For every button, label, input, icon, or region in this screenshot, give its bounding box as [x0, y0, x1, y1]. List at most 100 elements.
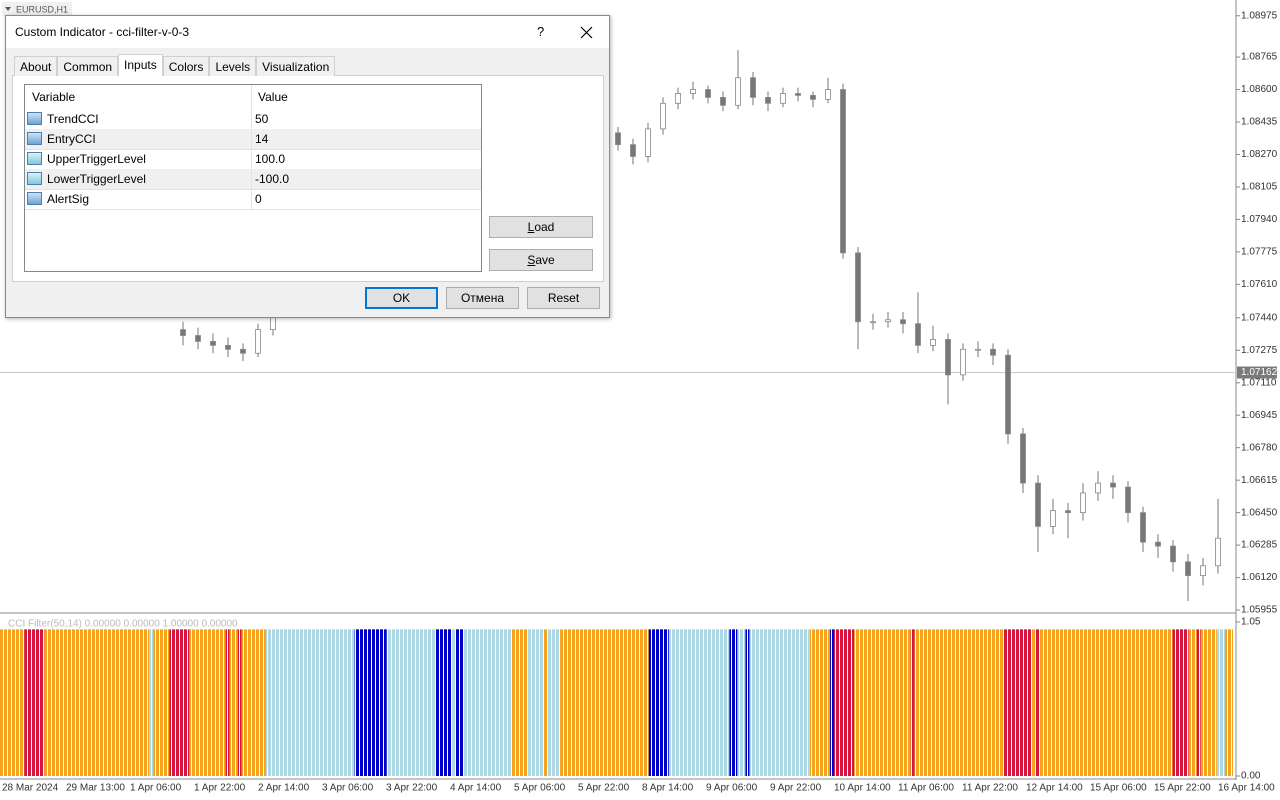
tab[interactable]: Colors	[162, 56, 210, 76]
x-tick-label: 11 Apr 22:00	[962, 783, 1018, 794]
candle-body	[690, 89, 696, 94]
histogram-segment	[435, 629, 452, 776]
histogram-segment	[189, 629, 226, 776]
column-header[interactable]: Variable	[32, 90, 76, 104]
indicator-y-tick-label: 1.05	[1241, 617, 1261, 628]
y-tick-label: 1.06615	[1241, 475, 1278, 486]
candle-body	[645, 128, 651, 157]
tab[interactable]: Inputs	[118, 54, 163, 76]
histogram-segment	[241, 629, 266, 776]
variable-value: 14	[255, 132, 269, 146]
symbol-arrow	[5, 7, 11, 11]
table-row[interactable]: UpperTriggerLevel 100.0	[25, 149, 481, 170]
candle-body	[765, 97, 771, 104]
table-row[interactable]: TrendCCI 50	[25, 109, 481, 130]
tab[interactable]: Levels	[209, 56, 257, 76]
y-tick-label: 1.06450	[1241, 507, 1278, 518]
tab[interactable]: About	[14, 56, 58, 76]
variable-name: EntryCCI	[47, 132, 96, 146]
candle-body	[1065, 510, 1071, 514]
histogram-segment	[237, 629, 242, 776]
candle-body	[210, 341, 216, 346]
candle-body	[720, 97, 726, 106]
y-tick-label: 1.08270	[1241, 149, 1278, 160]
x-tick-label: 1 Apr 22:00	[194, 783, 246, 794]
type-icon	[27, 192, 42, 205]
candle-body	[825, 89, 831, 100]
histogram-segment	[830, 629, 835, 776]
candle-body	[1125, 486, 1131, 514]
candle-body	[1185, 561, 1191, 576]
type-icon	[27, 132, 42, 145]
histogram-segment	[809, 629, 831, 776]
candle-body	[945, 339, 951, 376]
histogram-segment	[834, 629, 855, 776]
candle-body	[1020, 433, 1026, 484]
histogram-segment	[451, 629, 456, 776]
cell-divider	[251, 189, 252, 209]
histogram-segment	[910, 629, 915, 776]
x-tick-label: 16 Apr 14:00	[1218, 783, 1275, 794]
x-tick-label: 5 Apr 22:00	[578, 783, 630, 794]
table-row[interactable]: EntryCCI 14	[25, 129, 481, 150]
candle-body	[885, 319, 891, 323]
column-header[interactable]: Value	[258, 90, 288, 104]
histogram-segment	[1196, 629, 1201, 776]
table-row[interactable]: LowerTriggerLevel -100.0	[25, 169, 481, 190]
variable-name: AlertSig	[47, 192, 90, 206]
candle-body	[990, 348, 996, 356]
candle-body	[255, 329, 261, 354]
candle-body	[795, 93, 801, 96]
reset-button[interactable]: Reset	[527, 287, 600, 309]
candle-body	[240, 348, 246, 354]
candle-body	[915, 323, 921, 346]
tab[interactable]: Visualization	[256, 56, 336, 76]
variable-name: LowerTriggerLevel	[47, 172, 146, 186]
load-button[interactable]: Load	[489, 216, 593, 238]
help-button[interactable]: ?	[537, 24, 545, 39]
candle-body	[1035, 482, 1041, 527]
y-tick-label: 1.07110	[1241, 377, 1277, 388]
variable-value: 50	[255, 112, 269, 126]
candle-body	[1215, 537, 1221, 567]
x-tick-label: 28 Mar 2024	[2, 783, 59, 794]
ok-button[interactable]: OK	[365, 287, 438, 309]
indicator-label: CCI Filter(50,14) 0.00000 0.00000 1.0000…	[8, 619, 238, 630]
histogram-segment	[1172, 629, 1189, 776]
y-tick-label: 1.08600	[1241, 84, 1278, 95]
tab-strip: About Common Inputs Colors Levels Visualizati…	[14, 54, 336, 76]
histogram-segment	[749, 629, 810, 776]
symbol-label: EURUSD,H1	[16, 4, 68, 14]
type-icon	[27, 112, 42, 125]
save-button[interactable]: Save	[489, 249, 593, 271]
candle-body	[195, 335, 201, 342]
y-tick-label: 1.08435	[1241, 117, 1278, 128]
histogram-segment	[543, 629, 548, 776]
histogram-segment	[169, 629, 190, 776]
candle-body	[750, 77, 756, 98]
y-tick-label: 1.08105	[1241, 182, 1278, 193]
indicator-y-tick-label: 0.00	[1241, 771, 1261, 782]
histogram-segment	[560, 629, 649, 776]
cancel-button[interactable]: Отмена	[446, 287, 519, 309]
y-tick-label: 1.06120	[1241, 572, 1278, 583]
y-tick-label: 1.08765	[1241, 52, 1278, 63]
table-row[interactable]: AlertSig 0	[25, 189, 481, 210]
y-tick-label: 1.08975	[1241, 10, 1278, 21]
current-price-box	[1237, 366, 1277, 379]
candle-body	[840, 89, 846, 254]
candle-body	[660, 102, 666, 130]
x-tick-label: 15 Apr 06:00	[1090, 783, 1147, 794]
x-tick-label: 15 Apr 22:00	[1154, 783, 1211, 794]
x-tick-label: 1 Apr 06:00	[130, 783, 182, 794]
histogram-segment	[1039, 629, 1173, 776]
x-tick-label: 9 Apr 06:00	[706, 783, 758, 794]
close-button[interactable]	[580, 26, 594, 40]
candle-body	[705, 89, 711, 98]
cell-divider	[251, 109, 252, 129]
candle-body	[1080, 492, 1086, 514]
tab[interactable]: Common	[57, 56, 119, 76]
y-tick-label: 1.06780	[1241, 442, 1278, 453]
variable-value: 100.0	[255, 152, 286, 166]
